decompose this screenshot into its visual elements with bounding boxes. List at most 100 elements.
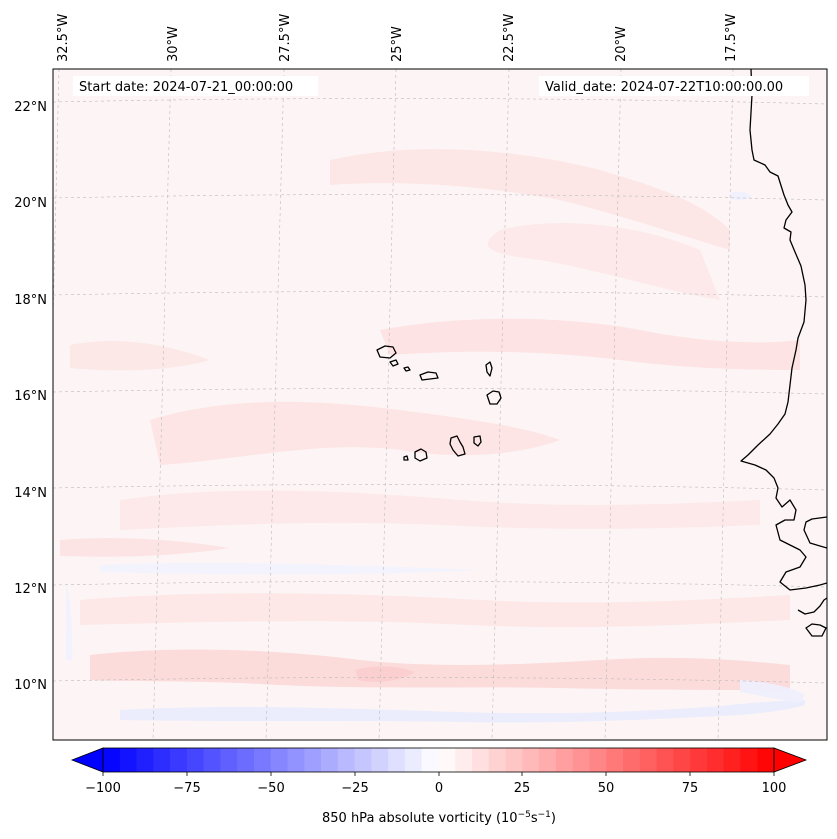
valid-date-label: Valid_date: 2024-07-22T10:00:00.00	[545, 80, 783, 95]
colorbar-cell	[253, 748, 272, 772]
start-date-box	[73, 76, 318, 96]
lon-label: 22.5°W	[502, 14, 517, 62]
colorbar-tick-labels: −100 −75 −50 −25 0 25 50 75 100	[85, 781, 786, 796]
africa-coastline	[805, 623, 827, 637]
lon-label: 32.5°W	[56, 14, 71, 62]
longitude-labels: 32.5°W 30°W 27.5°W 25°W 22.5°W 20°W 17.5…	[56, 14, 739, 62]
colorbar-cell	[690, 748, 708, 772]
colorbar-tick-label: 50	[598, 781, 615, 796]
colorbar-tick-label: 0	[435, 781, 443, 796]
island-sal	[485, 361, 493, 377]
colorbar-tick-label: −100	[85, 781, 121, 796]
colorbar-cell	[623, 748, 641, 772]
vorticity-positive-band	[380, 318, 800, 370]
colorbar-tick-label: 75	[682, 781, 699, 796]
start-date-label: Start date: 2024-07-21_00:00:00	[79, 80, 293, 95]
colorbar-cell	[287, 748, 305, 772]
colorbar-cell	[472, 748, 490, 772]
vorticity-positive-band	[60, 537, 230, 557]
valid-date-box	[539, 76, 809, 96]
colorbar-cell	[522, 748, 540, 772]
colorbar-cell	[455, 748, 473, 772]
coastline	[740, 69, 827, 637]
colorbar-cell	[555, 748, 574, 772]
vorticity-positive-band	[150, 401, 560, 465]
colorbar: −100 −75 −50 −25 0 25 50 75 100 850 hPa …	[70, 747, 808, 826]
vorticity-negative-band	[100, 562, 480, 575]
colorbar-max-extend	[773, 747, 808, 773]
lon-label: 30°W	[166, 26, 181, 62]
colorbar-cell	[136, 748, 154, 772]
colorbar-cell	[304, 748, 322, 772]
map-frame	[52, 68, 828, 741]
lon-label: 25°W	[390, 26, 405, 62]
colorbar-cell	[270, 748, 288, 772]
lat-label: 10°N	[14, 678, 47, 693]
vorticity-positive-band	[355, 666, 415, 682]
lat-label: 12°N	[14, 582, 47, 597]
colorbar-cell	[404, 748, 423, 772]
island-sao-vicente	[389, 359, 399, 367]
colorbar-cell	[371, 748, 389, 772]
vorticity-negative-band	[66, 580, 73, 660]
colorbar-cell	[103, 748, 121, 772]
lat-label: 14°N	[14, 486, 47, 501]
colorbar-cell	[337, 748, 356, 772]
colorbar-cell	[119, 748, 137, 772]
latitude-labels: 22°N 20°N 18°N 16°N 14°N 12°N 10°N	[14, 100, 47, 693]
colorbar-cells	[103, 748, 775, 772]
island-boa-vista	[486, 390, 502, 405]
colorbar-tick-label: −25	[341, 781, 368, 796]
island-santiago	[449, 435, 466, 457]
colorbar-label: 850 hPa absolute vorticity (10−5s−1)	[322, 810, 556, 826]
colorbar-ticks	[102, 772, 775, 776]
colorbar-cell	[237, 748, 255, 772]
lon-label: 27.5°W	[278, 14, 293, 62]
colorbar-cell	[220, 748, 238, 772]
colorbar-cell	[589, 748, 607, 772]
lat-label: 20°N	[14, 196, 47, 211]
colorbar-cell	[673, 748, 691, 772]
island-santo-antao	[376, 345, 397, 359]
africa-coastline	[797, 597, 827, 615]
colorbar-tick-label: −75	[173, 781, 200, 796]
island-sao-nicolau	[419, 371, 439, 381]
colorbar-tick-label: 100	[762, 781, 787, 796]
colorbar-cell	[321, 748, 339, 772]
colorbar-cell	[170, 748, 188, 772]
lat-label: 18°N	[14, 293, 47, 308]
vorticity-negative-band	[730, 191, 752, 201]
colorbar-tick-label: 25	[514, 781, 531, 796]
island-maio	[473, 435, 482, 447]
colorbar-cell	[421, 748, 439, 772]
vorticity-positive-band	[80, 593, 790, 628]
map-gridlines	[53, 69, 827, 740]
africa-coastline	[740, 69, 827, 591]
island-santa-luzia	[403, 366, 411, 372]
lat-label: 22°N	[14, 100, 47, 115]
vorticity-positive-band	[330, 149, 730, 250]
island-brava	[403, 455, 409, 461]
colorbar-cell	[572, 748, 590, 772]
vorticity-negative-band	[740, 680, 805, 703]
colorbar-frame	[102, 747, 775, 773]
lon-label: 20°W	[614, 26, 629, 62]
cape-verde-islands	[376, 345, 502, 462]
colorbar-cell	[203, 748, 221, 772]
colorbar-cell	[354, 748, 372, 772]
colorbar-cell	[606, 748, 624, 772]
colorbar-cell	[488, 748, 506, 772]
colorbar-cell	[639, 748, 657, 772]
colorbar-cell	[740, 748, 758, 772]
vorticity-positive-band	[90, 649, 790, 690]
colorbar-cell	[539, 748, 557, 772]
vorticity-positive-band	[487, 222, 720, 300]
vorticity-positive-band	[120, 490, 760, 530]
lon-label: 17.5°W	[724, 14, 739, 62]
colorbar-cell	[723, 748, 741, 772]
colorbar-cell	[186, 748, 205, 772]
colorbar-min-extend	[70, 747, 104, 773]
lat-label: 16°N	[14, 389, 47, 404]
africa-coastline	[803, 516, 827, 549]
vorticity-field	[60, 149, 805, 723]
